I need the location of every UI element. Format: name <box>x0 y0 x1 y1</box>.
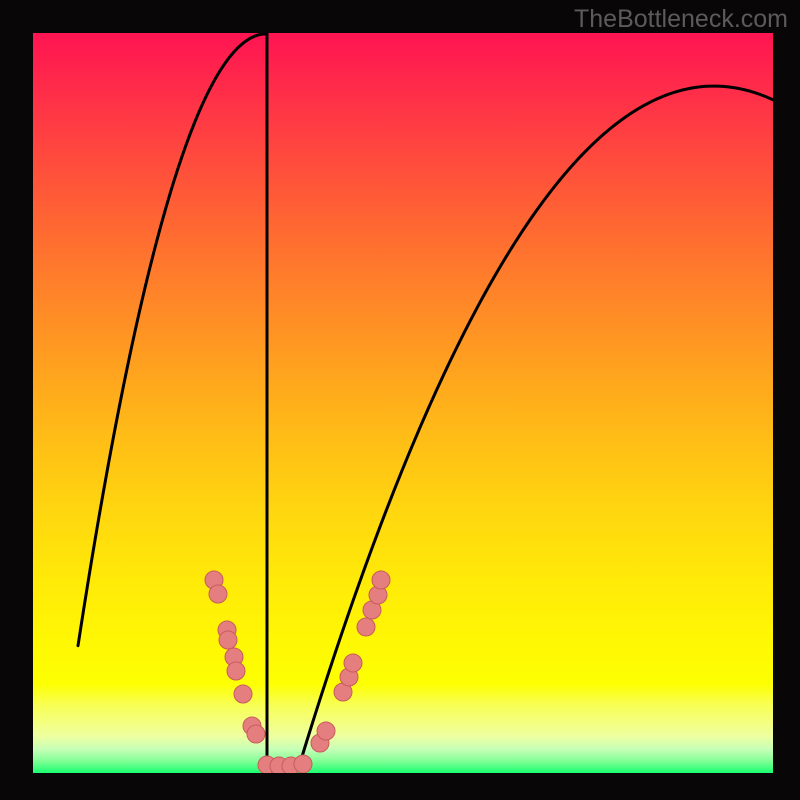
data-point-marker <box>372 571 390 589</box>
plot-svg <box>33 33 773 773</box>
data-point-marker <box>219 631 237 649</box>
data-point-marker <box>227 662 245 680</box>
watermark-text: TheBottleneck.com <box>574 5 788 34</box>
data-point-marker <box>234 685 252 703</box>
data-point-marker <box>247 725 265 743</box>
plot-area <box>33 33 773 773</box>
data-point-marker <box>317 722 335 740</box>
chart-root: TheBottleneck.com <box>0 0 800 800</box>
gradient-background <box>33 33 773 773</box>
data-point-marker <box>344 654 362 672</box>
data-point-marker <box>357 618 375 636</box>
data-point-marker <box>209 585 227 603</box>
data-point-marker <box>294 755 312 773</box>
